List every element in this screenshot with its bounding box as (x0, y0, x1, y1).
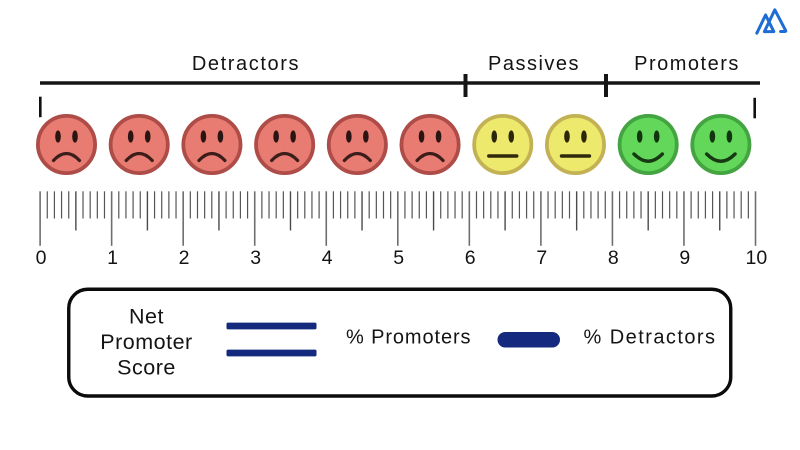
svg-text:2: 2 (179, 247, 190, 269)
svg-text:Promoters: Promoters (634, 53, 740, 75)
svg-text:7: 7 (536, 247, 547, 269)
svg-text:% Detractors: % Detractors (584, 327, 717, 349)
svg-text:Promoter: Promoter (100, 330, 192, 354)
svg-text:0: 0 (36, 247, 47, 269)
svg-text:% Promoters: % Promoters (346, 327, 472, 349)
svg-text:Detractors: Detractors (192, 53, 300, 75)
svg-text:1: 1 (107, 247, 118, 269)
svg-text:Net: Net (129, 305, 164, 329)
svg-text:9: 9 (679, 247, 690, 269)
svg-text:10: 10 (746, 247, 768, 269)
svg-text:5: 5 (393, 247, 404, 269)
svg-text:Passives: Passives (488, 53, 580, 75)
svg-text:4: 4 (322, 247, 333, 269)
svg-text:6: 6 (465, 247, 476, 269)
svg-text:3: 3 (250, 247, 261, 269)
svg-text:Score: Score (117, 355, 176, 379)
svg-text:8: 8 (608, 247, 619, 269)
